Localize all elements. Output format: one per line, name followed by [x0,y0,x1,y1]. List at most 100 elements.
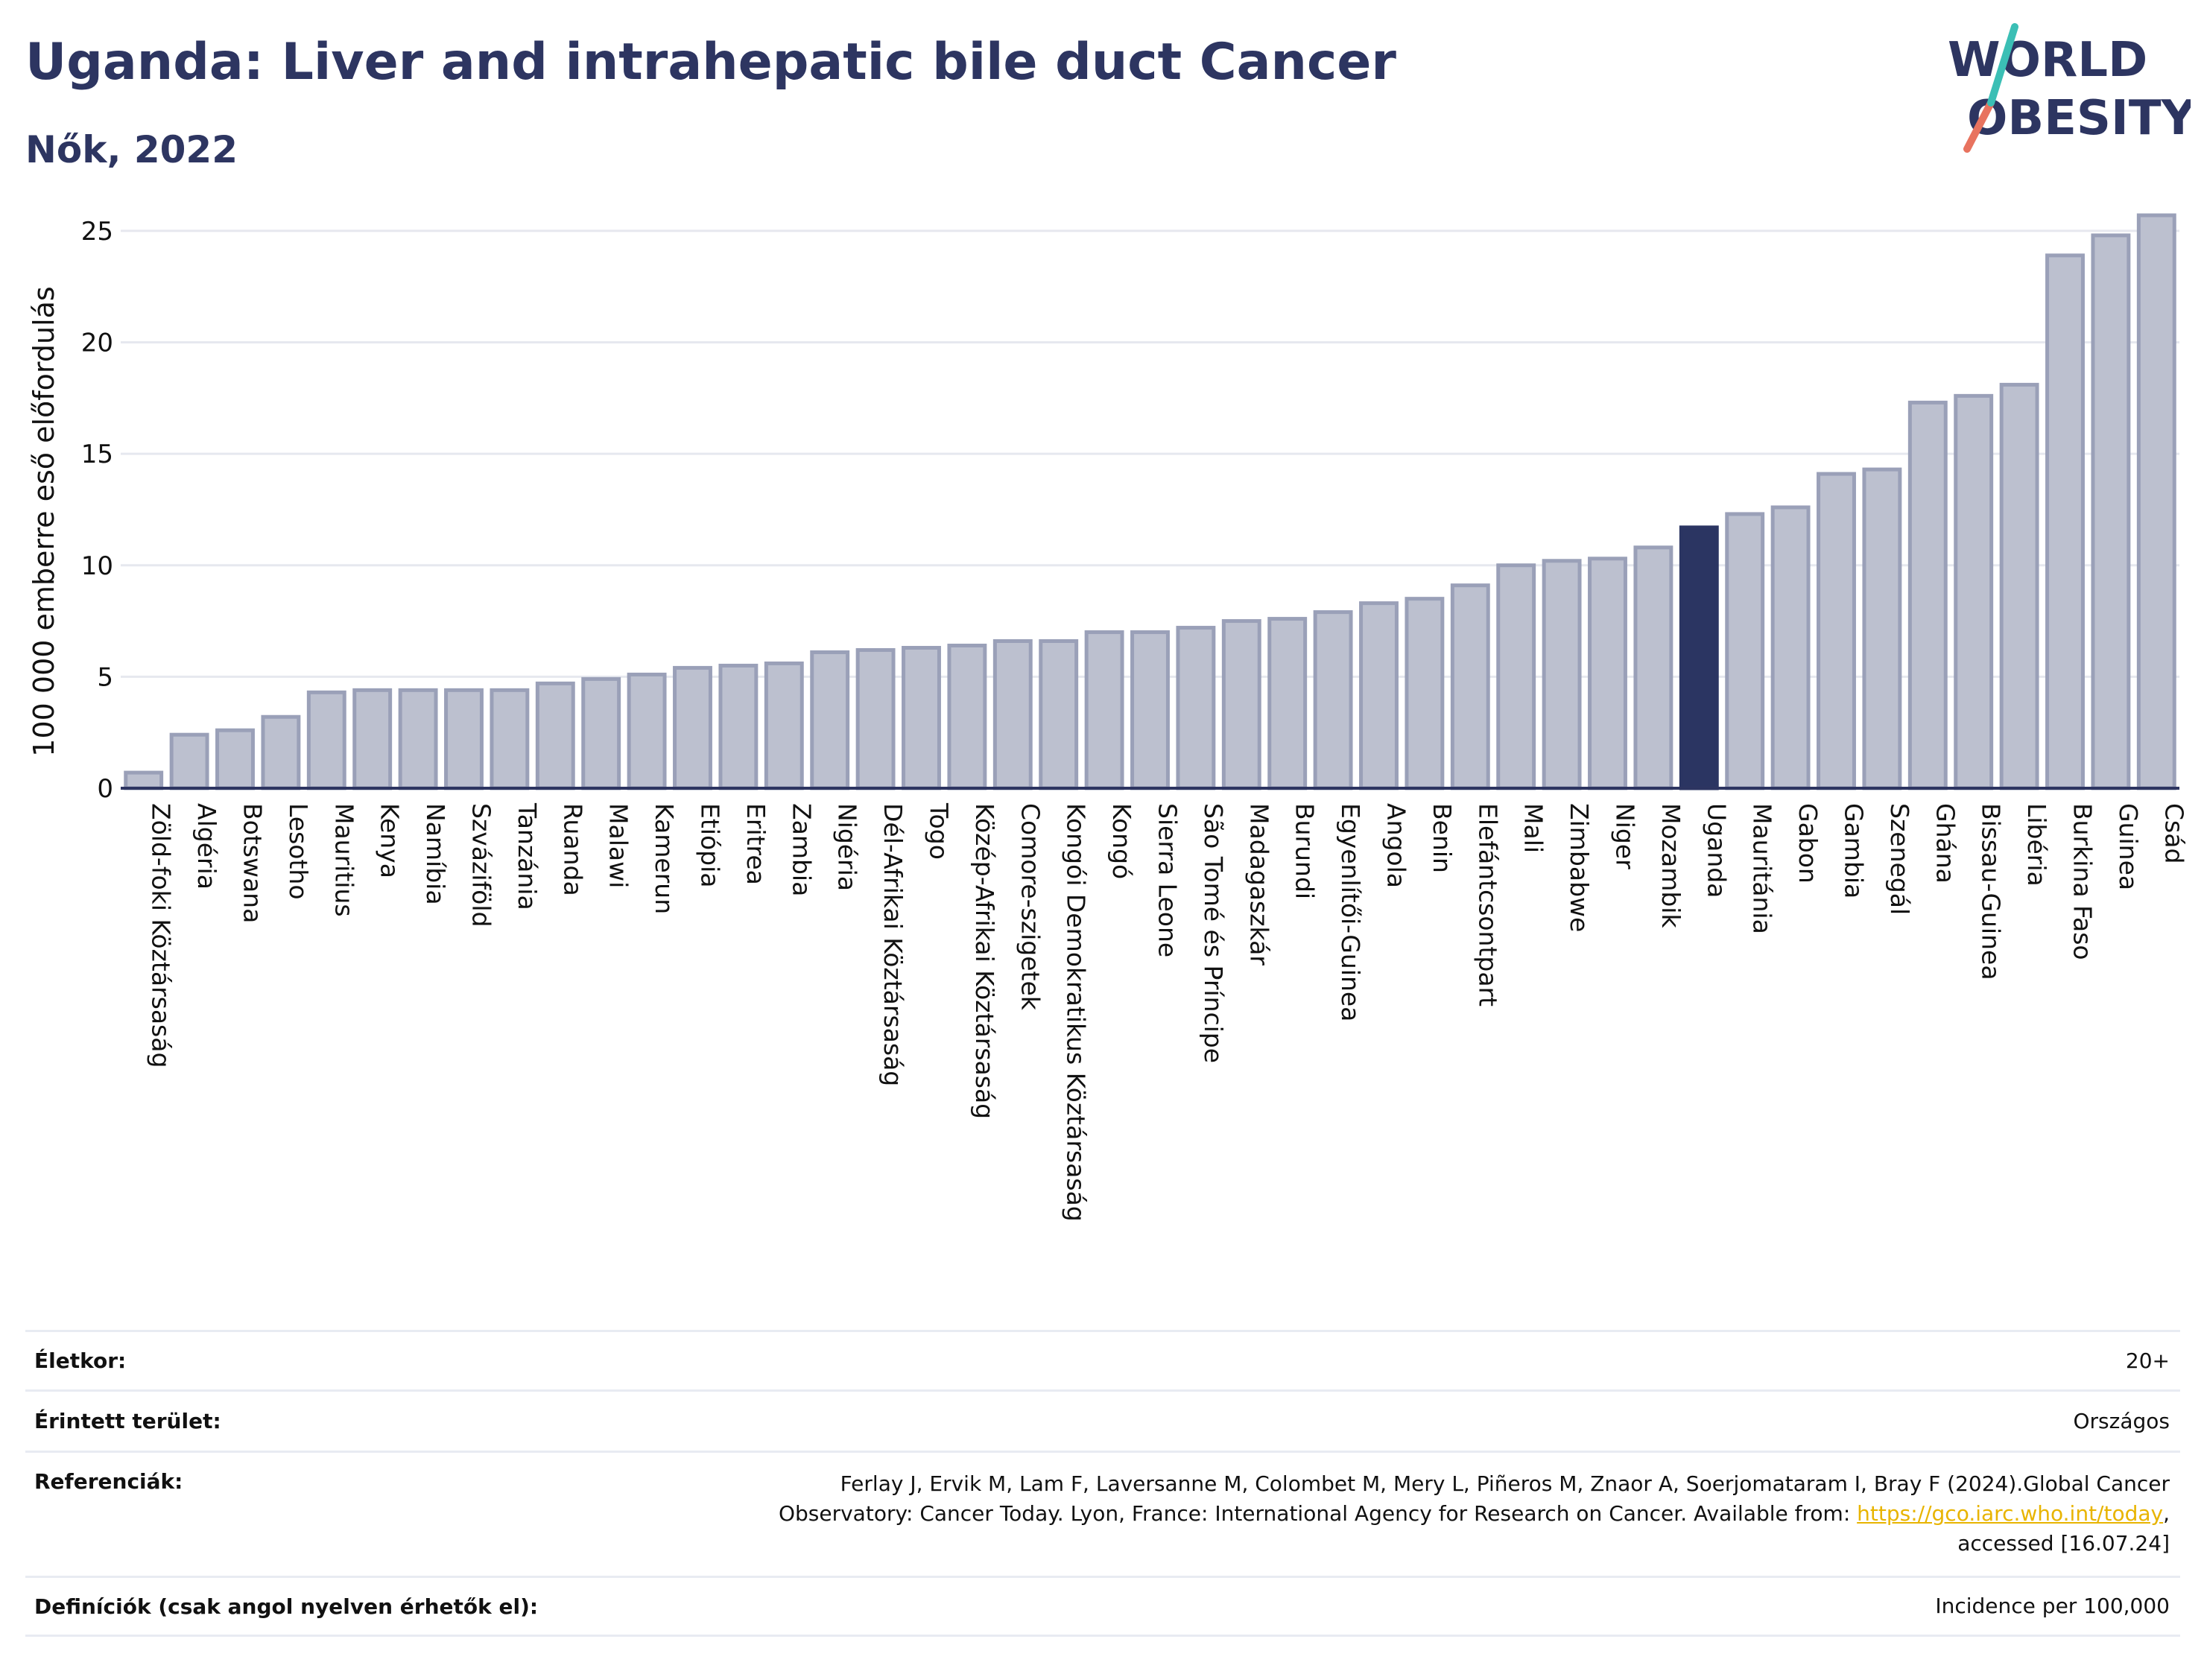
x-tick-label: Libéria [2022,803,2051,887]
bar [1496,563,1536,790]
bar [124,770,164,790]
x-tick-label: Nigéria [833,803,862,891]
x-tick-label: Eritrea [741,803,770,885]
x-tick-label: São Tomé és Príncipe [1199,803,1228,1063]
x-tick-label: Kamerun [650,803,679,914]
bar [764,661,804,790]
x-tick-label: Etiópia [696,803,725,888]
x-tick-label: Mali [1519,803,1548,853]
bar [1954,393,1994,790]
reference-link[interactable]: https://gco.iarc.who.int/today [1857,1501,2164,1526]
bar [1176,626,1216,790]
y-tick-label: 10 [81,551,113,581]
y-tick-label: 5 [97,662,113,692]
meta-label: Életkor: [34,1348,127,1373]
bar [627,672,667,790]
x-tick-label: Ruanda [558,803,587,896]
meta-row-definitions: Definíciók (csak angol nyelven érhetők e… [25,1576,2180,1637]
bar [2091,233,2131,790]
x-tick-label: Gabon [1793,803,1823,884]
x-tick-label: Uganda [1702,803,1731,898]
y-tick-label: 0 [97,774,113,804]
x-tick-label: Algéria [192,803,221,890]
bar [1084,630,1124,790]
x-tick-label: Szváziföld [467,803,496,927]
x-tick-label: Namíbia [421,803,450,905]
bar [1999,382,2039,790]
bar [261,714,301,790]
bar [1862,467,1902,790]
x-tick-label: Comore-szigetek [1016,803,1045,1011]
bar [1130,630,1170,790]
y-axis-label: 100 000 emberre eső előfordulás [28,286,60,756]
bar [810,650,850,790]
x-tick-label: Szenegál [1885,803,1914,915]
bar [1039,639,1079,790]
meta-value: Incidence per 100,000 [1935,1594,2170,1618]
x-tick-label: Lesotho [284,803,313,900]
x-tick-label: Mozambik [1656,803,1685,928]
x-tick-label: Zimbabwe [1565,803,1594,932]
bar-highlighted [1679,525,1719,790]
meta-value: Országos [2073,1408,2170,1433]
bar [2045,253,2085,790]
x-tick-label: Botswana [238,803,267,923]
x-tick-label: Bissau-Guinea [1977,803,2006,980]
bar [1221,619,1261,790]
bar [1725,512,1765,790]
reference-line-3: accessed [16.07.24] [1957,1531,2170,1556]
bar [992,639,1033,790]
x-tick-label: Ghána [1931,803,1960,884]
x-tick-label: Kongó [1107,803,1136,879]
x-tick-label: Zambia [787,803,816,896]
x-tick-label: Guinea [2114,803,2143,890]
chart-title: Uganda: Liver and intrahepatic bile duct… [25,33,1396,92]
bar [855,647,896,790]
meta-label: Érintett terület: [34,1409,221,1433]
reference-line-2-end: , [2163,1501,2170,1526]
bar [215,728,255,790]
x-tick-label: Tanzánia [513,802,542,910]
x-tick-label: Burkina Faso [2068,803,2097,960]
bar [1817,472,1856,790]
x-tick-label: Gambia [1840,803,1869,898]
x-tick-label: Sierra Leone [1153,803,1182,957]
x-tick-label: Kongói Demokratikus Köztársaság [1062,803,1091,1222]
svg-text:WORLD: WORLD [1948,33,2147,88]
bar [902,645,941,790]
meta-label: Definíciók (csak angol nyelven érhetők e… [34,1594,539,1619]
x-tick-label: Csád [2159,803,2188,863]
bar [673,665,712,790]
bar [1633,545,1673,790]
info-table: Életkor: 20+ Érintett terület: Országos … [25,1330,2180,1637]
reference-line-1: Ferlay J, Ervik M, Lam F, Laversanne M, … [840,1471,2170,1496]
bar [947,643,987,790]
x-tick-label: Dél-Afrikai Köztársaság [878,803,908,1086]
x-tick-label: Kenya [376,803,405,878]
chart-subtitle: Nők, 2022 [25,128,238,171]
reference-line-2: Observatory: Cancer Today. Lyon, France:… [778,1501,1858,1526]
x-tick-label: Mauritánia [1748,803,1777,934]
y-tick-label: 20 [81,329,113,358]
bar [1542,559,1582,790]
bar [490,688,530,790]
bars [124,213,2176,790]
bar [535,681,575,790]
x-tick-label: Malawi [604,803,633,888]
world-obesity-logo: WORLD OBESITY [1948,23,2191,153]
y-tick-label: 25 [81,217,113,247]
bar [1313,610,1353,790]
bar [398,688,438,790]
x-tick-label: Elefántcsontpart [1473,803,1502,1007]
x-tick-label: Mauritius [329,803,358,917]
x-tick-label: Burundi [1291,803,1320,899]
bar [1359,601,1399,790]
bar [1588,557,1627,790]
bar [1770,505,1811,790]
x-tick-label: Togo [925,802,954,860]
y-tick-label: 15 [81,440,113,469]
x-tick-label: Niger [1611,803,1640,869]
bar [352,688,393,790]
bar [306,690,346,790]
bar [1267,617,1308,790]
